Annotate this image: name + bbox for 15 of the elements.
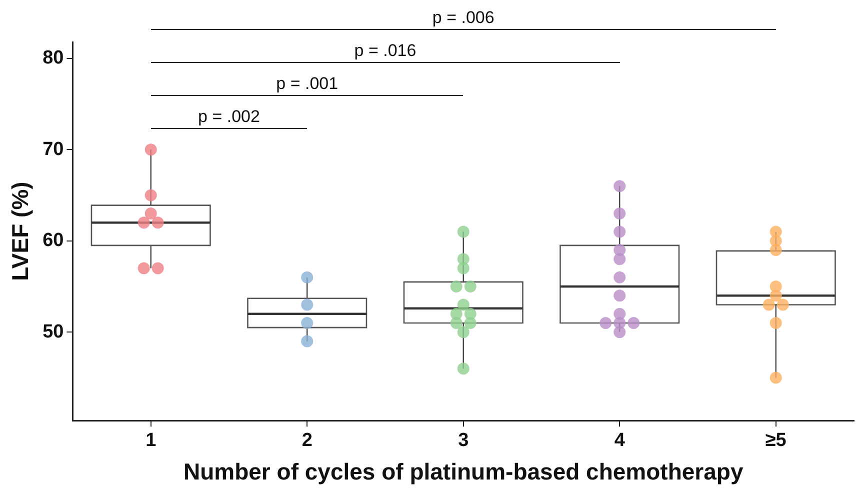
y-tick-label: 60	[42, 230, 64, 252]
y-tick-label: 70	[42, 138, 64, 160]
text: p = .006	[432, 8, 494, 28]
x-tick-label: 1	[146, 430, 157, 452]
annotation: p = .016	[354, 41, 416, 60]
y-tick-label: 80	[42, 48, 64, 69]
x-tick-label: ≥5	[765, 430, 787, 452]
y-axis-title: LVEF (%)	[7, 182, 34, 281]
annotation: p = .002	[198, 107, 260, 126]
x-axis-title: Number of cycles of platinum-based chemotherapy	[183, 458, 744, 485]
x-tick-label: 3	[458, 430, 469, 452]
x-tick-label: 4	[614, 430, 626, 452]
x-tick-label: 2	[302, 430, 312, 452]
y-tick-label: 50	[42, 321, 64, 342]
annotation: p = .001	[276, 74, 338, 94]
